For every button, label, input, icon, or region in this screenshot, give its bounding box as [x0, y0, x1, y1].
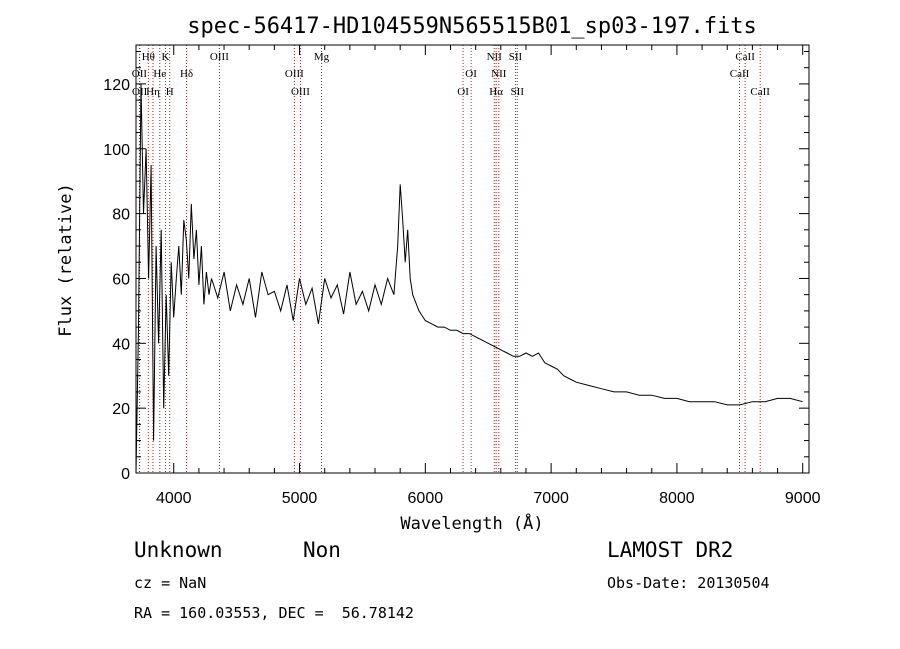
- redshift-cz: cz = NaN: [134, 574, 207, 592]
- object-subclass: Non: [303, 538, 341, 562]
- spectral-line-label-6: H: [166, 86, 174, 98]
- survey-name: LAMOST DR2: [607, 538, 734, 562]
- x-tick-label-6000: 6000: [408, 490, 444, 507]
- y-tick-label-60: 60: [112, 271, 130, 288]
- spectral-line-label-4: Hη: [146, 86, 160, 98]
- spectral-line-label-7: Hδ: [180, 68, 193, 80]
- y-axis-ticks: 0 20 40 60 80 100 120: [103, 50, 809, 483]
- x-tick-label-5000: 5000: [282, 490, 318, 507]
- spectral-line-label-14: NII: [487, 51, 503, 63]
- spectral-line-label-15: NII: [491, 68, 507, 80]
- spectral-line-markers: HθOIIOIIHeHηKHHδOIIIOIIIOIIIMgOIOINIINII…: [132, 45, 770, 473]
- x-tick-label-4000: 4000: [156, 490, 192, 507]
- spectral-line-label-9: OIII: [285, 68, 304, 80]
- spectral-line-label-8: OIII: [210, 51, 229, 63]
- spectral-line-label-17: SII: [509, 51, 523, 63]
- chart-title: spec-56417-HD104559N565515B01_sp03-197.f…: [187, 14, 757, 39]
- y-tick-label-120: 120: [103, 77, 130, 94]
- x-axis-label: Wavelength (Å): [400, 512, 543, 534]
- spectral-line-label-13: OI: [465, 68, 477, 80]
- x-tick-label-9000: 9000: [785, 490, 821, 507]
- x-tick-label-8000: 8000: [659, 490, 695, 507]
- spectral-line-label-0: Hθ: [142, 51, 155, 63]
- object-class: Unknown: [134, 538, 223, 562]
- spectral-line-label-21: CaII: [750, 86, 770, 98]
- observation-date: Obs-Date: 20130504: [607, 574, 770, 592]
- spectral-line-label-12: OI: [457, 86, 469, 98]
- x-axis-ticks: 4000 5000 6000 7000 8000 9000: [156, 45, 821, 507]
- spectral-line-label-3: He: [153, 68, 166, 80]
- y-tick-label-0: 0: [121, 466, 130, 483]
- y-tick-label-20: 20: [112, 401, 130, 418]
- plot-frame: [135, 44, 810, 474]
- ra-dec-coordinates: RA = 160.03553, DEC = 56.78142: [134, 604, 414, 622]
- spectral-line-label-10: OIII: [291, 86, 310, 98]
- spectral-line-label-5: K: [161, 51, 169, 63]
- y-axis-label: Flux (relative): [56, 183, 76, 337]
- spectral-line-label-19: CaII: [730, 68, 750, 80]
- y-tick-label-100: 100: [103, 142, 130, 159]
- y-tick-label-40: 40: [112, 336, 130, 353]
- spectral-line-label-16: Hα: [489, 86, 503, 98]
- spectral-line-label-11: Mg: [314, 51, 330, 63]
- spectral-line-label-18: SII: [511, 86, 525, 98]
- spectrum-line: [135, 83, 803, 474]
- y-tick-label-80: 80: [112, 207, 130, 224]
- spectral-line-label-20: CaII: [735, 51, 755, 63]
- x-tick-label-7000: 7000: [533, 490, 569, 507]
